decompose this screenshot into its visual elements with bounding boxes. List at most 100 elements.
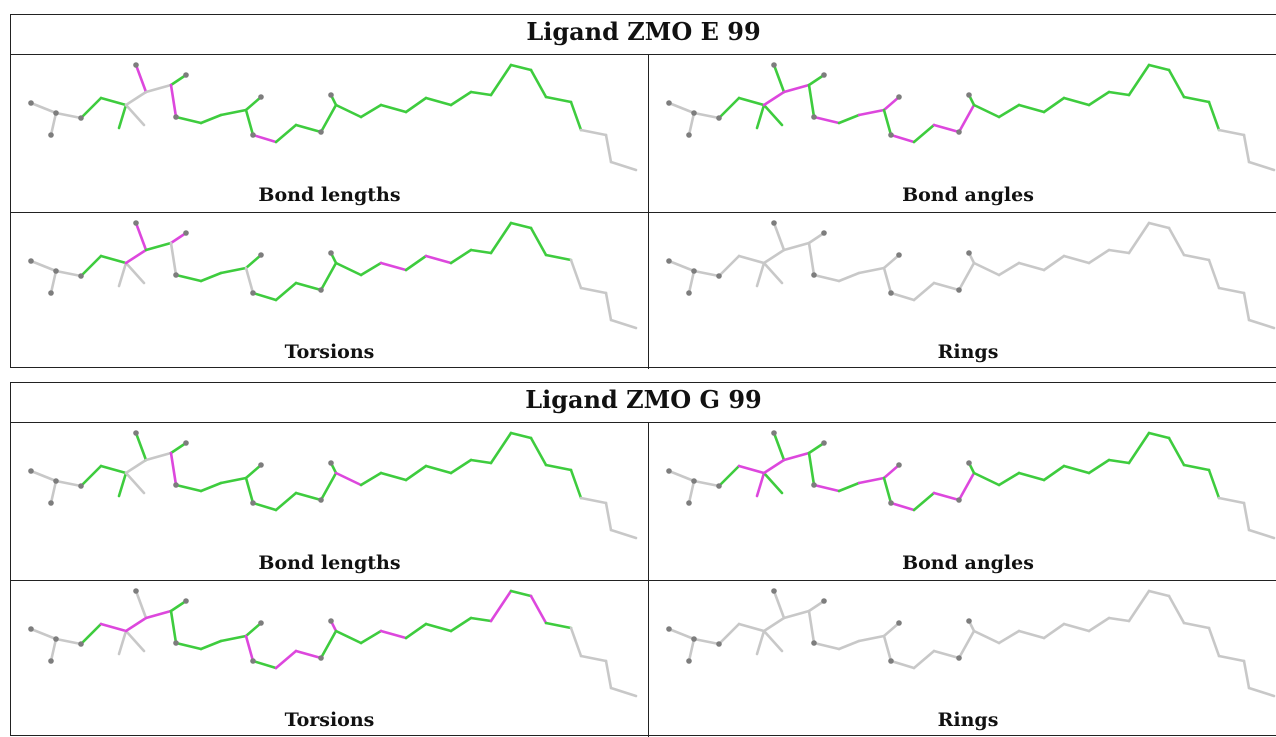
bond [49,637,58,663]
bond [857,476,886,485]
bond [529,594,548,625]
bond [782,451,811,462]
bond [667,469,696,483]
atom [318,497,324,503]
bond [882,108,893,137]
atom [48,290,54,296]
bond [837,639,861,651]
bond [174,641,203,651]
bond [837,481,861,493]
bond [251,291,278,302]
bond [117,103,128,130]
bond [529,68,548,99]
bond [772,589,786,620]
bond [737,254,766,265]
bond [1167,226,1186,257]
atom [48,132,54,138]
bond [604,659,613,690]
bond [489,431,513,465]
rings-panel: Rings [649,580,1276,737]
bond [837,271,861,283]
bond [449,90,473,107]
bond [79,254,103,278]
bond [569,258,583,290]
bond [99,464,128,475]
bond [294,123,323,134]
bond [79,622,103,646]
atom [133,588,139,594]
bond [99,96,128,107]
atom [691,268,697,274]
atom [888,132,894,138]
atom [53,268,59,274]
bond [755,629,766,656]
bond [667,259,696,273]
bond [117,629,128,656]
bond-lengths-panel: Bond lengths [11,423,649,580]
bond [134,431,148,462]
bond [379,629,408,640]
bond [807,231,826,245]
bond [807,73,826,87]
bond [469,616,493,623]
bond [144,609,173,620]
atom [328,618,334,624]
panel-label: Rings [937,341,999,363]
atom [666,258,672,264]
bond [737,464,766,475]
bond [469,90,493,97]
bond [772,221,786,252]
bond [1167,436,1186,467]
bond [294,491,323,502]
bond [912,491,936,512]
atom [686,500,692,506]
bond [837,113,861,125]
atom [173,482,179,488]
bond [912,649,936,670]
bond [807,599,826,613]
bond [932,281,961,292]
bond [124,629,146,653]
bond [424,254,453,265]
panel-label: Bond lengths [258,552,401,574]
bond [912,281,936,302]
bond [29,469,58,483]
bond [812,273,841,283]
bond [972,261,1001,277]
atom [133,62,139,68]
bond [144,451,173,462]
bond [762,616,786,633]
atom [811,482,817,488]
bond [972,471,1001,487]
bond [1062,622,1091,633]
atom [966,460,972,466]
bond [294,649,323,660]
bond [1147,63,1171,72]
bond [49,269,58,295]
bond [54,269,83,278]
atom [811,640,817,646]
bond [1042,622,1066,640]
bond [579,286,608,295]
bond [99,622,128,633]
bond [134,63,148,94]
panel-label: Bond lengths [258,184,401,206]
bond [144,83,173,94]
bond [889,291,916,302]
atom [896,620,902,626]
bond [251,133,278,144]
bond [609,318,638,330]
ligand-structure-image [28,220,638,330]
ligand-title: Ligand ZMO E 99 [11,15,1276,55]
bond [79,96,103,120]
bond [169,451,178,487]
bond [509,589,533,598]
atom [666,626,672,632]
bond [1087,90,1111,107]
bond [1247,686,1276,698]
bond [404,622,428,640]
bond [319,629,338,660]
atom [686,658,692,664]
panel-label: Torsions [284,341,375,363]
bond [717,254,741,278]
